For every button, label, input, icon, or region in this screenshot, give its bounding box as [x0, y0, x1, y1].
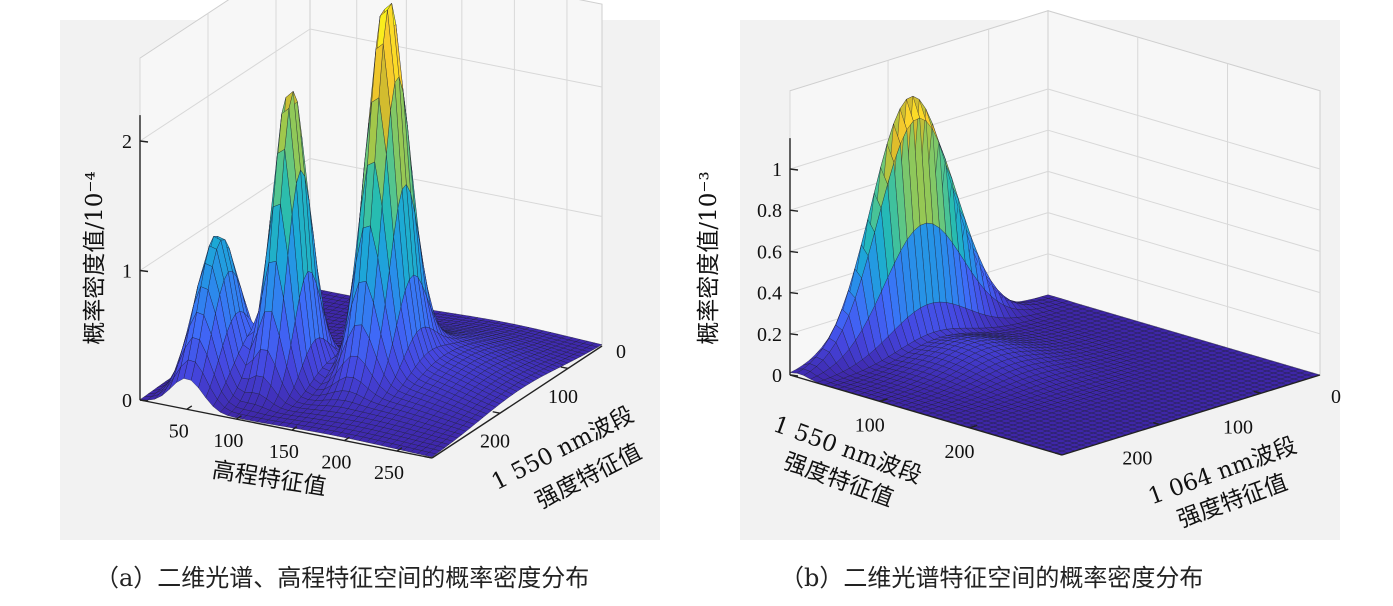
a-gridline — [139, 28, 311, 142]
b-z-tick-mark — [789, 291, 799, 295]
panel-b-y-tick: 200 — [1122, 448, 1152, 470]
a-y-axis — [431, 345, 603, 459]
a-surface-patch — [139, 396, 153, 401]
panel-a-x-tick: 50 — [169, 420, 189, 442]
b-z-tick-mark — [789, 250, 799, 254]
b-x-tick-mark — [969, 424, 978, 429]
b-x-axis — [789, 374, 1063, 456]
b-surface-patch — [789, 368, 805, 374]
a-gridline — [309, 158, 603, 217]
panel-a-x-tick: 100 — [213, 430, 243, 452]
a-x-tick-mark — [291, 426, 298, 431]
a-y-tick-mark — [424, 455, 433, 459]
panel-a-y-tick: 0 — [616, 341, 626, 363]
b-z-tick-mark — [789, 168, 799, 171]
panel-b: 0 0.2 0.4 0.6 0.8 1 100 200 0 100 200 概率… — [696, 10, 1341, 533]
a-x-tick-mark — [344, 436, 350, 442]
b-z-tick-mark — [789, 209, 799, 212]
panel-b-z-tick: 0.6 — [757, 241, 782, 263]
a-z-tick-mark — [139, 399, 149, 402]
panel-a-y-tick: 200 — [480, 431, 510, 453]
a-x-tick-mark — [235, 415, 242, 420]
b-y-tick-mark — [1253, 390, 1261, 395]
panel-b-z-label: 概率密度值/10⁻³ — [696, 171, 722, 344]
panel-b-z-tick: 0.2 — [757, 324, 782, 346]
panel-b-z-tick: 1 — [772, 159, 782, 181]
a-z-tick-mark — [139, 140, 149, 143]
b-y-axis — [1061, 374, 1321, 456]
b-y-tick-mark — [1055, 452, 1063, 456]
panel-b-x-tick: 100 — [855, 414, 885, 436]
b-gridline — [1047, 170, 1321, 252]
panel-b-z-tick: 0.8 — [757, 200, 782, 222]
b-gridline — [1047, 253, 1321, 335]
panel-b-y-tick: 100 — [1223, 416, 1253, 438]
panel-a-z-label: 概率密度值/10⁻⁴ — [82, 171, 108, 344]
caption-a: （a）二维光谱、高程特征空间的概率密度分布 — [95, 564, 590, 592]
panel-b-y-tick: 0 — [1331, 386, 1341, 408]
a-y-tick-mark — [560, 366, 569, 370]
b-z-tick-mark — [789, 374, 799, 377]
caption-b: （b）二维光谱特征空间的概率密度分布 — [780, 564, 1204, 592]
b-x-tick-mark — [879, 398, 888, 403]
b-gridline — [1047, 212, 1321, 294]
a-y-tick-mark — [492, 411, 501, 414]
panel-a-x-tick: 200 — [321, 452, 351, 474]
a-gridline — [309, 28, 603, 88]
b-gridline — [1047, 88, 1321, 170]
panel-a: 0 1 2 50 100 150 200 250 0 100 200 概率密度值… — [82, 0, 646, 514]
panel-a-x-tick: 150 — [269, 441, 299, 463]
panel-b-z-tick: 0 — [772, 365, 782, 387]
panel-a-z-tick: 0 — [122, 390, 132, 412]
panel-a-y-tick: 100 — [548, 386, 578, 408]
b-z-tick-mark — [789, 333, 799, 336]
a-z-tick-mark — [139, 269, 149, 273]
panel-a-z-tick: 1 — [122, 261, 132, 283]
panel-a-surface — [139, 2, 603, 458]
b-gridline — [1047, 129, 1321, 211]
panel-a-axes — [139, 115, 603, 459]
panel-a-x-tick: 250 — [374, 462, 404, 484]
panel-b-surface — [789, 95, 1321, 456]
panel-b-axes — [789, 138, 1321, 456]
a-x-tick-mark — [396, 447, 403, 452]
panel-b-x-tick: 200 — [945, 441, 975, 463]
a-x-tick-mark — [186, 405, 193, 410]
a-x-axis — [139, 399, 433, 459]
panel-a-z-tick: 2 — [122, 131, 132, 153]
panel-b-z-tick: 0.4 — [757, 283, 782, 305]
panel-a-x-label: 高程特征值 — [210, 457, 328, 501]
b-y-tick-mark — [1153, 421, 1161, 426]
